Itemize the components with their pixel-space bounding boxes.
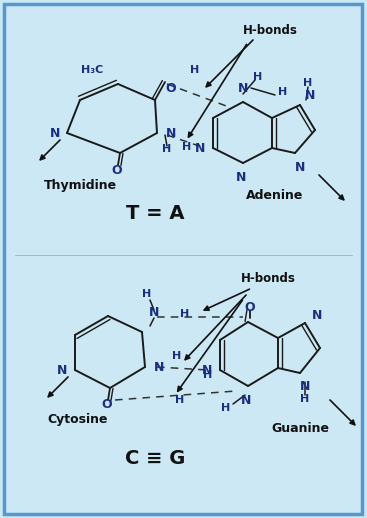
Text: T = A: T = A: [126, 204, 184, 223]
Text: H: H: [162, 144, 172, 154]
Text: H: H: [182, 142, 192, 152]
Text: N: N: [236, 170, 246, 183]
Text: N: N: [166, 126, 176, 139]
Text: Guanine: Guanine: [271, 422, 329, 435]
Text: H: H: [253, 72, 263, 82]
Text: N: N: [312, 309, 322, 322]
Text: N: N: [154, 361, 164, 373]
Text: N: N: [149, 306, 159, 319]
FancyBboxPatch shape: [4, 4, 362, 514]
Text: N: N: [295, 161, 305, 174]
Text: H: H: [203, 370, 212, 380]
Text: H: H: [172, 351, 182, 361]
Text: H-bonds: H-bonds: [240, 271, 295, 284]
Text: O: O: [102, 398, 112, 411]
Text: H-bonds: H-bonds: [243, 23, 297, 36]
Text: O: O: [112, 164, 122, 177]
Text: N: N: [50, 126, 60, 139]
Text: N: N: [300, 381, 310, 394]
Text: N: N: [238, 81, 248, 94]
Text: N: N: [57, 364, 67, 377]
Text: N: N: [202, 364, 212, 377]
Text: Adenine: Adenine: [246, 189, 304, 202]
Text: O: O: [245, 300, 255, 313]
Text: Thymidine: Thymidine: [43, 179, 117, 192]
Text: H: H: [180, 309, 190, 319]
Text: O: O: [166, 81, 176, 94]
Text: N: N: [241, 394, 251, 407]
Text: N: N: [305, 89, 315, 102]
Text: H₃C: H₃C: [81, 65, 103, 75]
Text: H: H: [175, 395, 185, 405]
Text: H: H: [304, 78, 313, 88]
Text: H: H: [142, 289, 152, 299]
Text: Cytosine: Cytosine: [48, 413, 108, 426]
Text: C ≡ G: C ≡ G: [125, 449, 185, 468]
Text: H: H: [279, 87, 288, 97]
Text: H: H: [221, 403, 230, 413]
Text: N: N: [195, 141, 205, 154]
Text: H: H: [190, 65, 200, 75]
Text: H: H: [300, 394, 310, 404]
